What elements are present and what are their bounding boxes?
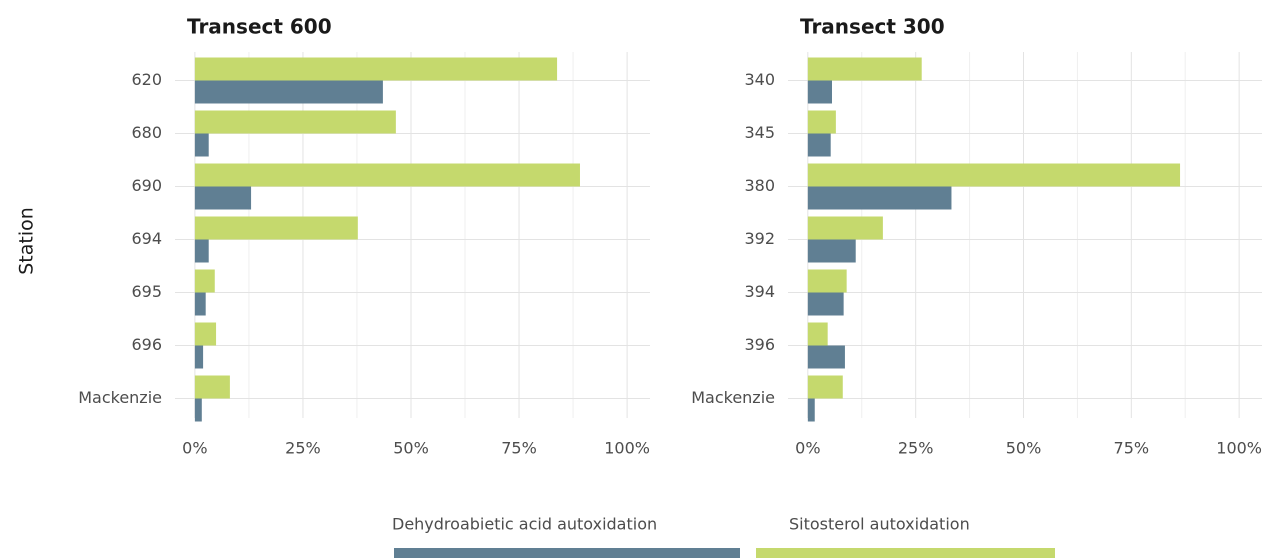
bar — [194, 269, 215, 293]
x-tick-label: 50% — [1006, 439, 1042, 458]
y-tick-label: 680 — [131, 123, 162, 142]
bar — [194, 322, 217, 346]
bar — [807, 322, 828, 346]
bar — [194, 133, 209, 157]
x-tick-label: 75% — [501, 439, 537, 458]
y-tick-label: 396 — [744, 335, 775, 354]
y-tick-label: 340 — [744, 70, 775, 89]
y-tick-label: 695 — [131, 282, 162, 301]
bar — [194, 57, 558, 81]
bar — [194, 375, 230, 399]
bar — [807, 186, 952, 210]
bar — [194, 163, 580, 187]
x-tick-label: 100% — [1216, 439, 1262, 458]
x-tick-label: 25% — [285, 439, 321, 458]
bar — [194, 398, 202, 422]
y-tick-label: 392 — [744, 229, 775, 248]
y-tick-label: Mackenzie — [691, 388, 775, 407]
x-tick-label: 50% — [393, 439, 429, 458]
bar — [194, 80, 383, 104]
bar — [194, 292, 206, 316]
chart-title: Transect 300 — [800, 15, 945, 39]
y-tick-label: 620 — [131, 70, 162, 89]
x-tick-label: 0% — [795, 439, 820, 458]
y-tick-label: 690 — [131, 176, 162, 195]
y-tick-label: 694 — [131, 229, 162, 248]
bar — [807, 375, 843, 399]
y-tick-label: 380 — [744, 176, 775, 195]
bar — [194, 216, 358, 240]
x-tick-label: 75% — [1114, 439, 1150, 458]
bar — [194, 239, 209, 263]
bar — [807, 398, 815, 422]
bar — [807, 239, 856, 263]
bar — [807, 292, 844, 316]
bar — [194, 345, 204, 369]
x-tick-label: 0% — [182, 439, 207, 458]
legend-label: Sitosterol autoxidation — [789, 515, 970, 534]
chart-title: Transect 600 — [187, 15, 332, 39]
bar — [807, 163, 1181, 187]
y-tick-label: 394 — [744, 282, 775, 301]
x-tick-label: 100% — [604, 439, 650, 458]
bar — [194, 110, 396, 134]
y-tick-label: Mackenzie — [78, 388, 162, 407]
legend-swatch — [756, 548, 1055, 558]
bar — [807, 57, 922, 81]
bar — [807, 110, 836, 134]
x-tick-label: 25% — [898, 439, 934, 458]
legend-swatch — [394, 548, 740, 558]
bar — [807, 133, 831, 157]
y-axis-label: Station — [16, 207, 38, 275]
bar — [807, 80, 832, 104]
legend-label: Dehydroabietic acid autoxidation — [392, 515, 657, 534]
bar — [807, 345, 845, 369]
bar — [807, 269, 847, 293]
bar — [194, 186, 252, 210]
bar — [807, 216, 883, 240]
y-tick-label: 345 — [744, 123, 775, 142]
y-tick-label: 696 — [131, 335, 162, 354]
